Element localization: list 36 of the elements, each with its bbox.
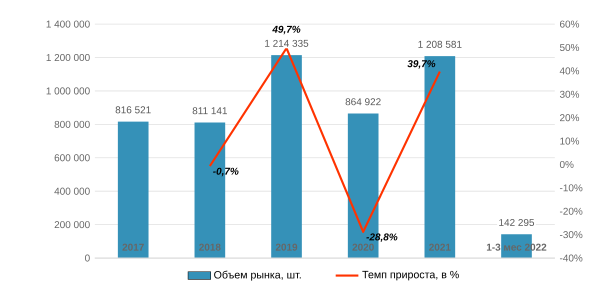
x-tick-label: 2018 <box>199 244 221 251</box>
y2-tick-label: -30% <box>560 231 582 238</box>
y2-tick-label: -40% <box>560 254 582 262</box>
data-label: 142 295 <box>499 218 534 226</box>
y-tick-label: 600 000 <box>54 154 90 162</box>
data-label: 1 214 335 <box>265 40 308 47</box>
y-tick-label: 800 000 <box>54 120 90 128</box>
y2-tick-label: -20% <box>560 208 582 215</box>
y2-tick-label: 40% <box>560 67 580 74</box>
y-tick-label: 1 400 000 <box>46 20 90 28</box>
data-label: 49,7% <box>272 26 300 34</box>
y-tick-label: 200 000 <box>54 221 90 228</box>
y2-tick-label: 50% <box>560 44 580 52</box>
bar <box>118 122 149 258</box>
y2-tick-label: 60% <box>560 20 580 28</box>
y2-tick-label: -10% <box>560 184 582 192</box>
legend-label: Объем рынка, шт. <box>214 270 301 281</box>
data-label: 816 521 <box>116 106 151 114</box>
data-label: 811 141 <box>192 107 227 114</box>
y-tick-label: 1 200 000 <box>46 54 90 62</box>
x-tick-label: 2020 <box>352 244 374 251</box>
line-series <box>208 47 441 233</box>
data-label: 1 208 581 <box>418 40 462 48</box>
y-tick-label: 0 <box>85 254 90 262</box>
y2-tick-label: 10% <box>560 138 580 145</box>
y2-tick-label: 20% <box>560 114 580 122</box>
data-label: 864 922 <box>346 98 381 106</box>
y2-tick-label: 0% <box>560 160 574 168</box>
x-tick-label: 2019 <box>276 244 298 251</box>
y-tick-label: 1 000 000 <box>46 87 90 94</box>
y2-tick-label: 30% <box>560 90 580 98</box>
bar <box>271 55 302 258</box>
legend-label: Темп прироста, в % <box>362 270 459 280</box>
x-tick-label: 2017 <box>122 244 144 251</box>
y-tick-label: 400 000 <box>54 188 90 195</box>
x-tick-label: 2021 <box>429 244 451 251</box>
